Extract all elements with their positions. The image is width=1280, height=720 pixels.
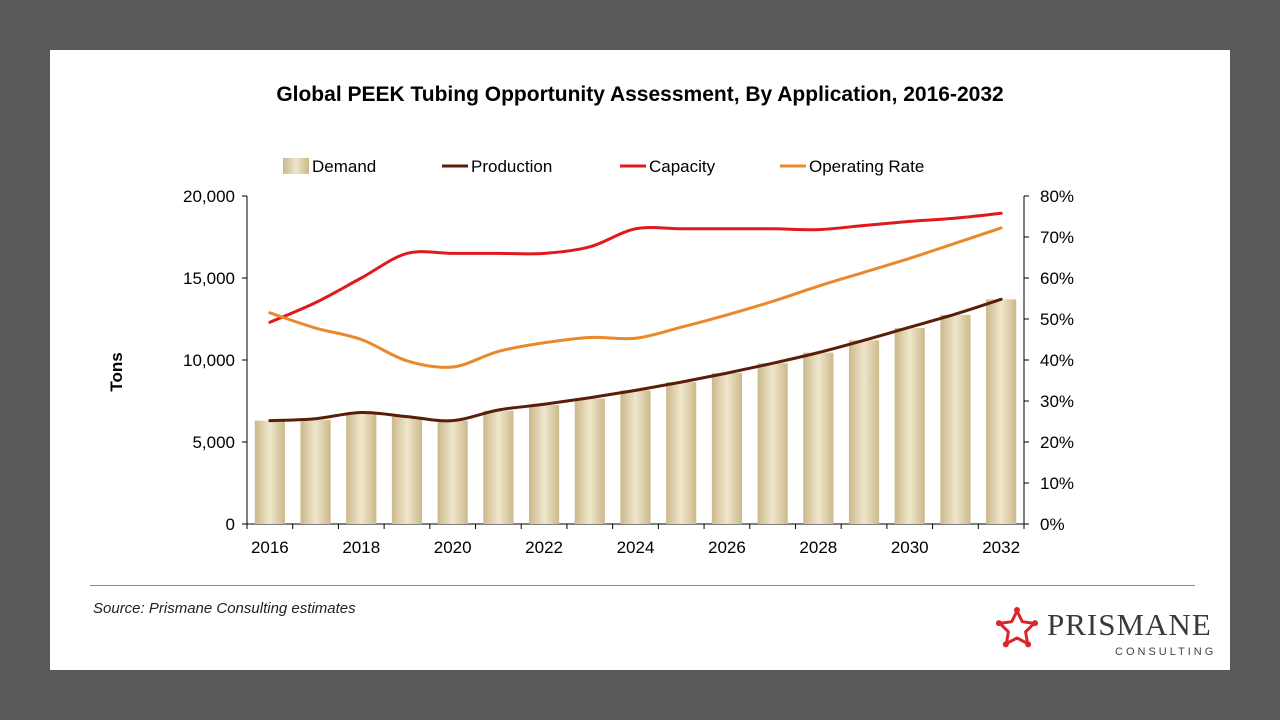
capacity-line [268,211,1003,324]
demand-bar [254,420,285,524]
y-tick-label: 5,000 [192,433,235,452]
demand-bar [894,328,925,524]
y2-tick-label: 30% [1040,392,1074,411]
logo-star-dot [1014,607,1020,613]
chart-legend: Demand Production Capacity Operating Rate [283,157,924,176]
chart-title: Global PEEK Tubing Opportunity Assessmen… [276,83,1003,106]
legend-item: Production [442,157,552,176]
y-tick-label: 20,000 [183,187,235,206]
x-tick-label: 2016 [251,538,289,557]
demand-bar [346,412,377,524]
demand-bar [391,416,423,524]
y-axis-title: Tons [107,352,126,391]
demand-bars [254,299,1017,524]
logo-star-shape [998,609,1036,646]
demand-bar [620,390,651,524]
y2-tick-label: 20% [1040,433,1074,452]
y2-tick-label: 60% [1040,269,1074,288]
x-tick-label: 2022 [525,538,563,557]
y-tick-label: 10,000 [183,351,235,370]
slide-panel: Global PEEK Tubing Opportunity Assessmen… [50,50,1230,670]
legend-item: Capacity [620,157,716,176]
source-note: Source: Prismane Consulting estimates [93,600,356,617]
legend-label: Demand [312,157,376,176]
y-tick-label: 0 [226,515,235,534]
demand-bar [483,410,514,524]
demand-bar [757,363,788,524]
source-divider [90,585,1195,586]
logo-tagline: CONSULTING [1115,646,1217,658]
legend-item: Demand [283,157,376,176]
legend-label: Production [471,157,552,176]
demand-bar [803,352,834,524]
x-tick-label: 2020 [434,538,472,557]
demand-bar [986,299,1017,524]
x-tick-label: 2032 [982,538,1020,557]
logo-star-dot [995,620,1002,627]
y2-tick-label: 70% [1040,228,1074,247]
operating-rate-line [268,226,1003,369]
star-logo-icon [995,607,1039,648]
x-tick-label: 2026 [708,538,746,557]
y2-tick-label: 50% [1040,310,1074,329]
demand-bar [574,398,605,524]
demand-bar [711,373,742,524]
demand-bar [300,419,331,524]
demand-bar [940,314,971,524]
y2-tick-label: 0% [1040,515,1065,534]
y-tick-label: 15,000 [183,269,235,288]
demand-bar [848,340,880,524]
demand-bar [529,405,560,524]
x-tick-label: 2030 [891,538,929,557]
y2-tick-label: 80% [1040,187,1074,206]
chart-axes: 0 5,000 10,000 15,000 20,000 0% 10% 20% 30% 40% 50… [183,187,1074,557]
x-tick-label: 2024 [617,538,655,557]
x-tick-label: 2028 [799,538,837,557]
chart-area: Global PEEK Tubing Opportunity Assessmen… [107,83,1074,557]
legend-label: Capacity [649,157,716,176]
x-tick-label: 2018 [342,538,380,557]
legend-label: Operating Rate [809,157,924,176]
y2-tick-label: 10% [1040,474,1074,493]
production-line [268,297,1003,423]
company-logo: PRISMANE CONSULTING [993,605,1213,661]
demand-bar [437,420,468,524]
logo-star-dot [1025,641,1032,648]
legend-item: Operating Rate [780,157,924,176]
series-lines [268,211,1003,423]
logo-star-dot [1032,620,1039,627]
logo-wordmark: PRISMANE [1047,607,1212,642]
legend-swatch [283,158,309,174]
y2-tick-label: 40% [1040,351,1074,370]
logo-star-dot [1002,641,1009,648]
demand-bar [666,382,697,524]
